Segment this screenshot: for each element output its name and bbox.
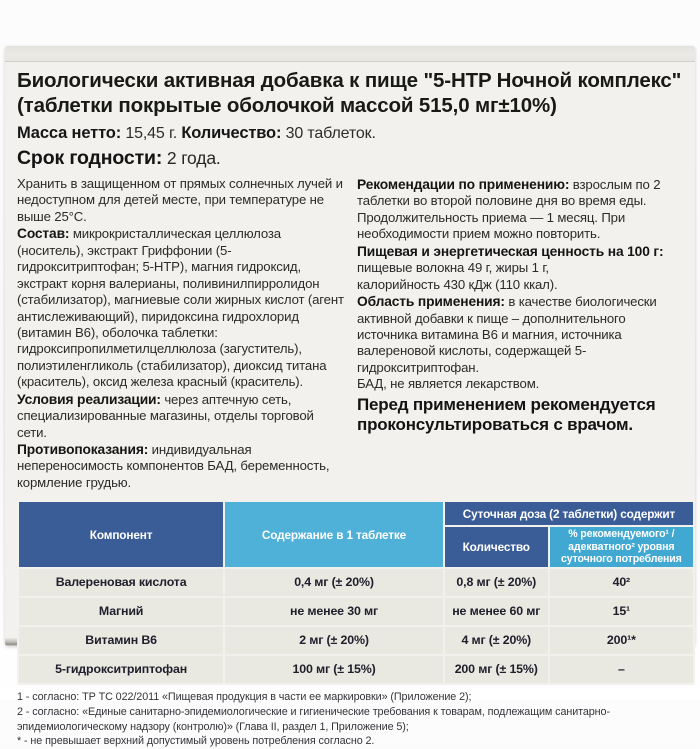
scope-label: Область применения: — [357, 294, 505, 310]
footnote-2: 2 - согласно: «Единые санитарно-эпидемио… — [17, 705, 610, 733]
shelf-life-line: Срок годности: 2 года. — [17, 147, 685, 170]
right-column: Рекомендации по применению: взрослым по … — [357, 176, 685, 491]
contraindications-text: индивидуальная непереносимость компонент… — [17, 442, 330, 490]
per-tablet-value: не менее 30 мг — [223, 595, 445, 627]
product-title-line2: (таблетки покрытые оболочкой массой 515,… — [17, 94, 557, 118]
consult-doctor-line2: проконсультироваться с врачом. — [357, 414, 633, 434]
net-weight-quantity-line: Масса нетто: 15,45 г. Количество: 30 таб… — [17, 124, 685, 144]
footnotes: 1 - согласно: ТР ТС 022/2011 «Пищевая пр… — [17, 690, 685, 749]
nutrition-section: Пищевая и энергетическая ценность на 100… — [357, 243, 685, 293]
sales-conditions-text: через аптечную сеть, специализированные … — [17, 391, 314, 440]
percent-value: 200¹* — [547, 624, 696, 656]
daily-amount-value: 4 мг (± 20%) — [442, 624, 550, 656]
shelf-life-label: Срок годности: — [17, 146, 163, 169]
percent-value: – — [547, 653, 696, 685]
percent-value: 15¹ — [547, 595, 696, 627]
table-header-daily-dose-group: Суточная доза (2 таблетки) содержит — [442, 500, 696, 528]
not-medicine-note: БАД, не является лекарством. — [357, 376, 540, 392]
consult-doctor-line1: Перед применением рекомендуется — [357, 394, 656, 414]
sales-conditions-section: Условия реализации: через аптечную сеть,… — [17, 391, 345, 441]
component-name: 5-гидрокситриптофан — [16, 653, 226, 685]
nutrition-label: Пищевая и энергетическая ценность на 100… — [357, 243, 664, 259]
contraindications-label: Противопоказания: — [17, 442, 149, 457]
table-row: Витамин B6 2 мг (± 20%) 4 мг (± 20%) 200… — [16, 624, 696, 656]
recommendations-text: взрослым по 2 таблетки во второй половин… — [357, 177, 661, 242]
table-header-per-tablet: Содержание в 1 таблетке — [223, 500, 445, 569]
quantity-label: Количество: — [181, 123, 282, 142]
storage-conditions: Хранить в защищенном от прямых солнечных… — [17, 176, 343, 224]
contraindications-section: Противопоказания: индивидуальная неперен… — [17, 441, 345, 491]
product-title-line1: Биологически активная добавка к пище "5-… — [17, 69, 682, 92]
table-header-amount: Количество — [442, 525, 550, 569]
percent-value: 40² — [547, 566, 696, 598]
table-row: Магний не менее 30 мг не менее 60 мг 15¹ — [16, 595, 696, 627]
table-row: 5-гидрокситриптофан 100 мг (± 15%) 200 м… — [16, 653, 696, 685]
composition-section: Состав: микрокристаллическая целлюлоза (… — [17, 225, 345, 390]
nutrition-line2: калорийность 430 кДж (110 ккал). — [357, 276, 558, 292]
component-name: Валереновая кислота — [16, 566, 226, 598]
left-column: Хранить в защищенном от прямых солнечных… — [17, 176, 345, 491]
table-row: Валереновая кислота 0,4 мг (± 20%) 0,8 м… — [16, 566, 696, 598]
sales-conditions-label: Условия реализации: — [17, 391, 161, 407]
per-tablet-value: 2 мг (± 20%) — [223, 624, 445, 656]
daily-amount-value: не менее 60 мг — [442, 595, 550, 627]
per-tablet-value: 100 мг (± 15%) — [223, 653, 445, 685]
product-title: Биологически активная добавка к пище "5-… — [17, 68, 685, 119]
quantity-value: 30 таблеток. — [281, 124, 376, 142]
label-content: Биологически активная добавка к пище "5-… — [16, 68, 696, 749]
composition-text: микрокристаллическая целлюлоза (носитель… — [17, 226, 344, 390]
recommendations-label: Рекомендации по применению: — [357, 177, 570, 192]
net-weight-label: Масса нетто: — [17, 123, 122, 142]
table-header-component: Компонент — [16, 500, 226, 569]
composition-label: Состав: — [17, 226, 70, 242]
table-header-percent: % рекомендуемого¹ /адекватного² уровня с… — [547, 525, 696, 569]
package-top-flap — [5, 46, 695, 62]
photo-background: Биологически активная добавка к пище "5-… — [5, 46, 696, 747]
consult-doctor-warning: Перед применением рекомендуется проконсу… — [357, 395, 685, 435]
package-box: Биологически активная добавка к пище "5-… — [5, 46, 696, 747]
footnote-1: 1 - согласно: ТР ТС 022/2011 «Пищевая пр… — [17, 690, 472, 703]
components-table: Компонент Содержание в 1 таблетке Суточн… — [16, 500, 696, 685]
shelf-life-value: 2 года. — [162, 147, 221, 168]
daily-amount-value: 0,8 мг (± 20%) — [442, 566, 550, 598]
per-tablet-value: 0,4 мг (± 20%) — [223, 566, 445, 598]
footnote-3: * - не превышает верхний допустимый уров… — [17, 735, 375, 748]
recommendations-section: Рекомендации по применению: взрослым по … — [357, 176, 685, 243]
text-columns: Хранить в защищенном от прямых солнечных… — [17, 176, 685, 491]
daily-amount-value: 200 мг (± 15%) — [442, 653, 550, 685]
scope-section: Область применения: в качестве биологиче… — [357, 293, 685, 376]
component-name: Витамин B6 — [16, 624, 226, 656]
net-weight-value: 15,45 г. — [121, 124, 182, 142]
scope-text: в качестве биологически активной добавки… — [357, 294, 657, 375]
component-name: Магний — [16, 595, 226, 627]
nutrition-line1: пищевые волокна 49 г, жиры 1 г, — [357, 260, 549, 276]
